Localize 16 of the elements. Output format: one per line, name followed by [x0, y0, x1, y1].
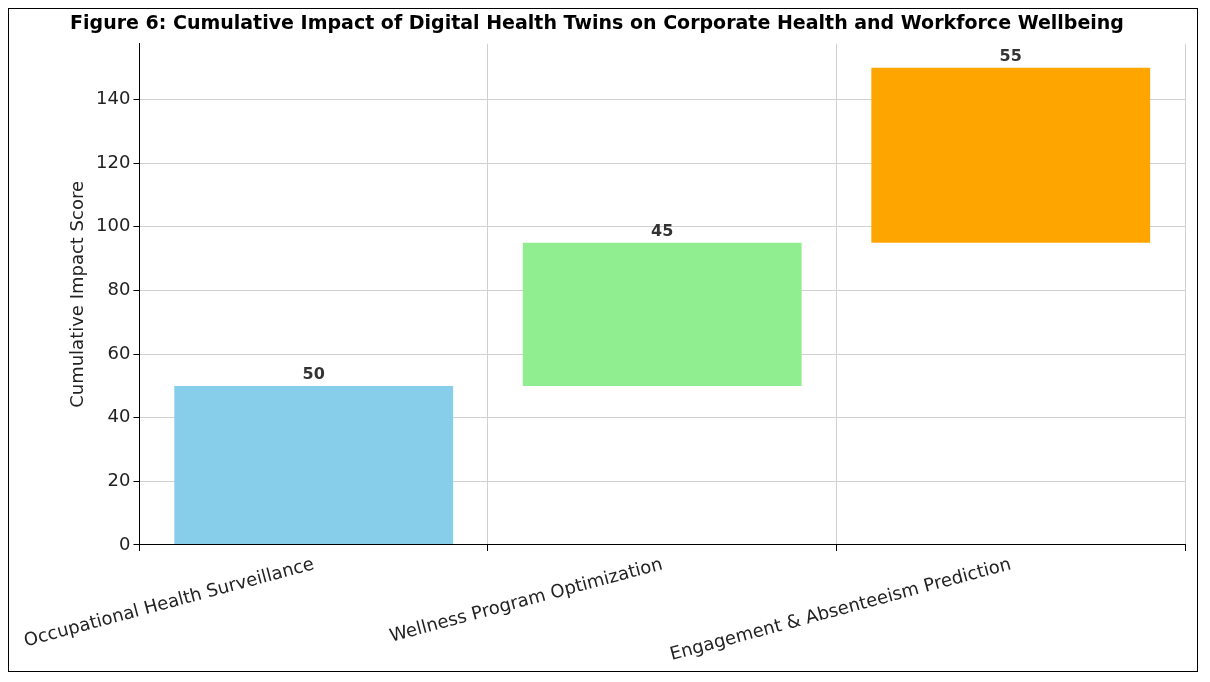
- y-tick-label: 140: [96, 87, 131, 109]
- y-tick-label: 100: [96, 214, 131, 236]
- y-tick-label: 60: [107, 341, 131, 363]
- bar: [522, 242, 802, 386]
- data-label: 55: [999, 45, 1022, 65]
- bar: [871, 67, 1151, 243]
- y-axis-title: Cumulative Impact Score: [65, 180, 87, 408]
- data-label: 50: [302, 364, 325, 384]
- y-tick-label: 20: [107, 469, 131, 491]
- y-tick-label: 120: [96, 150, 131, 172]
- chart-title: Figure 6: Cumulative Impact of Digital Health Twins on Corporate Health and Workforce Wellbeing: [70, 11, 1124, 34]
- bar: [174, 385, 454, 545]
- y-tick-label: 0: [119, 532, 131, 554]
- y-tick-label: 40: [107, 405, 131, 427]
- y-tick-label: 80: [107, 278, 131, 300]
- data-label: 45: [651, 220, 674, 240]
